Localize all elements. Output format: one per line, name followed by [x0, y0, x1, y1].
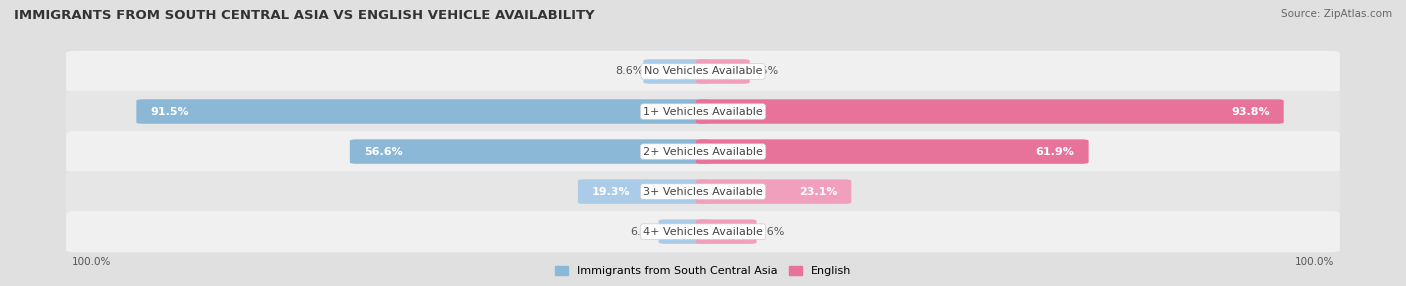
FancyBboxPatch shape [66, 131, 1340, 172]
Text: Source: ZipAtlas.com: Source: ZipAtlas.com [1281, 9, 1392, 19]
Text: 23.1%: 23.1% [799, 187, 837, 196]
Text: 91.5%: 91.5% [150, 107, 188, 116]
Text: 3+ Vehicles Available: 3+ Vehicles Available [643, 187, 763, 196]
FancyBboxPatch shape [578, 179, 710, 204]
FancyBboxPatch shape [696, 139, 1088, 164]
FancyBboxPatch shape [696, 59, 749, 84]
FancyBboxPatch shape [66, 51, 1340, 92]
FancyBboxPatch shape [644, 59, 710, 84]
Text: 61.9%: 61.9% [1036, 147, 1074, 156]
Text: 8.6%: 8.6% [614, 67, 644, 76]
Text: 6.1%: 6.1% [630, 227, 658, 237]
FancyBboxPatch shape [696, 219, 756, 244]
Text: 4+ Vehicles Available: 4+ Vehicles Available [643, 227, 763, 237]
Text: 1+ Vehicles Available: 1+ Vehicles Available [643, 107, 763, 116]
Text: 2+ Vehicles Available: 2+ Vehicles Available [643, 147, 763, 156]
FancyBboxPatch shape [696, 99, 1284, 124]
FancyBboxPatch shape [66, 91, 1340, 132]
Text: 93.8%: 93.8% [1232, 107, 1270, 116]
Text: 100.0%: 100.0% [1295, 257, 1334, 267]
FancyBboxPatch shape [696, 179, 851, 204]
Text: 100.0%: 100.0% [72, 257, 111, 267]
Text: No Vehicles Available: No Vehicles Available [644, 67, 762, 76]
Legend: Immigrants from South Central Asia, English: Immigrants from South Central Asia, Engl… [550, 261, 856, 281]
FancyBboxPatch shape [658, 219, 710, 244]
Text: 7.6%: 7.6% [756, 227, 785, 237]
FancyBboxPatch shape [350, 139, 710, 164]
FancyBboxPatch shape [66, 211, 1340, 252]
Text: IMMIGRANTS FROM SOUTH CENTRAL ASIA VS ENGLISH VEHICLE AVAILABILITY: IMMIGRANTS FROM SOUTH CENTRAL ASIA VS EN… [14, 9, 595, 21]
FancyBboxPatch shape [136, 99, 710, 124]
Text: 6.5%: 6.5% [749, 67, 778, 76]
Text: 56.6%: 56.6% [364, 147, 402, 156]
Text: 19.3%: 19.3% [592, 187, 631, 196]
FancyBboxPatch shape [66, 171, 1340, 212]
